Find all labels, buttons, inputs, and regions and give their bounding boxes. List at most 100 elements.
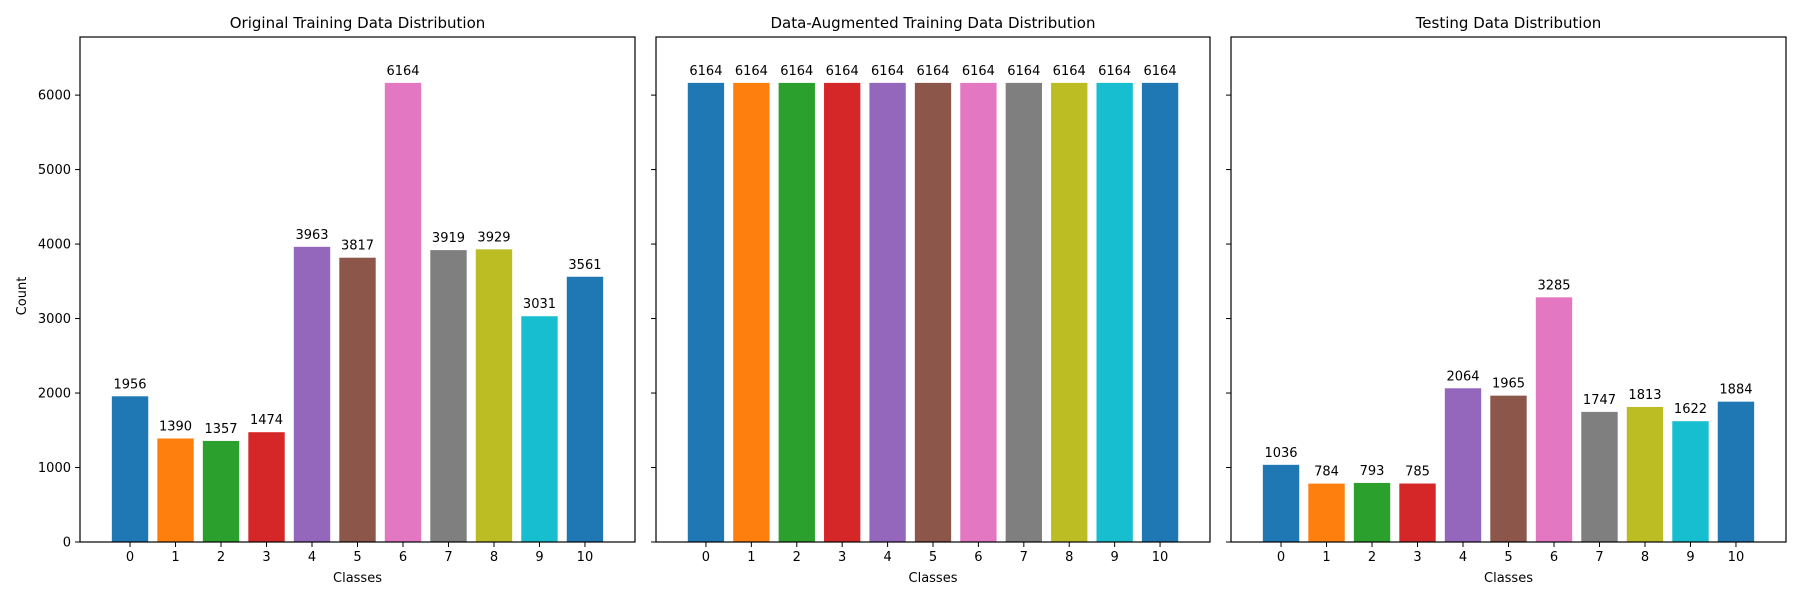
bar-original-class-2 bbox=[202, 440, 240, 542]
data-label-augmented-class-8: 6164 bbox=[1053, 64, 1086, 79]
bar-augmented-class-4 bbox=[869, 82, 906, 542]
x-tick-label-augmented-0: 0 bbox=[702, 550, 710, 565]
bar-testing-class-7 bbox=[1581, 411, 1618, 542]
bar-testing-class-6 bbox=[1535, 297, 1573, 542]
data-label-testing-class-5: 1965 bbox=[1492, 377, 1525, 392]
chart-panel-augmented: Data-Augmented Training Data Distributio… bbox=[651, 14, 1211, 586]
bar-original-class-6 bbox=[384, 82, 422, 542]
data-label-testing-class-3: 785 bbox=[1405, 465, 1430, 480]
bar-augmented-class-6 bbox=[960, 82, 997, 542]
bar-augmented-class-1 bbox=[733, 82, 770, 542]
x-tick-label-testing-10: 10 bbox=[1728, 550, 1745, 565]
data-label-augmented-class-1: 6164 bbox=[735, 64, 768, 79]
x-tick-label-augmented-10: 10 bbox=[1152, 550, 1169, 565]
chart-panel-original: Original Training Data Distribution Clas… bbox=[38, 14, 636, 586]
data-label-testing-class-6: 3285 bbox=[1537, 278, 1570, 293]
bar-augmented-class-2 bbox=[778, 82, 815, 542]
x-tick-label-testing-2: 2 bbox=[1368, 550, 1376, 565]
bar-testing-class-8 bbox=[1626, 406, 1664, 542]
y-tick-label-original-5000: 5000 bbox=[38, 163, 71, 178]
x-tick-label-testing-8: 8 bbox=[1641, 550, 1649, 565]
bar-testing-class-2 bbox=[1353, 482, 1391, 542]
bar-augmented-class-7 bbox=[1005, 82, 1042, 542]
data-label-original-class-10: 3561 bbox=[568, 258, 601, 273]
x-tick-label-augmented-7: 7 bbox=[1020, 550, 1028, 565]
x-tick-label-original-1: 1 bbox=[171, 550, 179, 565]
bar-augmented-class-8 bbox=[1051, 82, 1088, 542]
data-label-testing-class-9: 1622 bbox=[1674, 402, 1707, 417]
bar-original-class-7 bbox=[430, 250, 467, 542]
bar-testing-class-3 bbox=[1399, 483, 1436, 542]
x-tick-label-augmented-2: 2 bbox=[793, 550, 801, 565]
data-label-original-class-7: 3919 bbox=[432, 231, 465, 246]
x-tick-label-original-3: 3 bbox=[262, 550, 270, 565]
x-tick-label-original-7: 7 bbox=[444, 550, 452, 565]
x-tick-label-testing-4: 4 bbox=[1459, 550, 1467, 565]
x-tick-label-original-5: 5 bbox=[353, 550, 361, 565]
y-tick-label-original-1000: 1000 bbox=[38, 461, 71, 476]
data-label-original-class-9: 3031 bbox=[523, 297, 556, 312]
data-label-augmented-class-4: 6164 bbox=[871, 64, 904, 79]
x-axis-label-testing: Classes bbox=[1484, 571, 1533, 586]
axes-frame-testing bbox=[1230, 36, 1787, 543]
x-tick-label-testing-9: 9 bbox=[1686, 550, 1694, 565]
bar-original-class-0 bbox=[111, 396, 149, 542]
bar-original-class-4 bbox=[293, 246, 331, 542]
shared-y-axis-label: Count bbox=[15, 277, 30, 316]
data-label-augmented-class-10: 6164 bbox=[1144, 64, 1177, 79]
data-label-original-class-3: 1474 bbox=[250, 413, 283, 428]
x-axis-label-augmented: Classes bbox=[909, 571, 958, 586]
x-tick-label-testing-6: 6 bbox=[1550, 550, 1558, 565]
data-label-augmented-class-0: 6164 bbox=[689, 64, 722, 79]
x-tick-label-testing-7: 7 bbox=[1595, 550, 1603, 565]
bar-original-class-1 bbox=[157, 438, 194, 542]
x-tick-label-original-10: 10 bbox=[577, 550, 594, 565]
data-label-augmented-class-2: 6164 bbox=[780, 64, 813, 79]
x-tick-label-original-8: 8 bbox=[490, 550, 498, 565]
x-tick-label-original-4: 4 bbox=[308, 550, 316, 565]
axes-frame-augmented bbox=[655, 36, 1211, 543]
bar-original-class-3 bbox=[248, 432, 285, 542]
plot-area-augmented: 6164 6164 6164 6164 6164 6164 6164 6164 6164 6164… bbox=[651, 36, 1211, 565]
data-label-augmented-class-5: 6164 bbox=[916, 64, 949, 79]
y-tick-label-original-6000: 6000 bbox=[38, 89, 71, 104]
data-label-original-class-0: 1956 bbox=[113, 377, 146, 392]
bar-testing-class-10 bbox=[1717, 401, 1755, 542]
x-tick-label-augmented-4: 4 bbox=[883, 550, 891, 565]
data-label-augmented-class-6: 6164 bbox=[962, 64, 995, 79]
data-label-original-class-1: 1390 bbox=[159, 419, 192, 434]
x-tick-label-testing-5: 5 bbox=[1504, 550, 1512, 565]
data-label-testing-class-1: 784 bbox=[1314, 465, 1339, 480]
x-tick-label-testing-0: 0 bbox=[1277, 550, 1285, 565]
bar-original-class-5 bbox=[339, 257, 376, 542]
bar-augmented-class-10 bbox=[1141, 82, 1179, 542]
bar-testing-class-4 bbox=[1444, 388, 1482, 542]
y-tick-label-original-4000: 4000 bbox=[38, 238, 71, 253]
y-tick-label-original-0: 0 bbox=[63, 536, 71, 551]
data-label-original-class-4: 3963 bbox=[295, 228, 328, 243]
data-label-original-class-2: 1357 bbox=[204, 422, 237, 437]
x-tick-label-augmented-8: 8 bbox=[1065, 550, 1073, 565]
bar-augmented-class-5 bbox=[914, 82, 952, 542]
bar-original-class-8 bbox=[475, 249, 513, 542]
bar-augmented-class-3 bbox=[824, 82, 861, 542]
y-tick-label-original-2000: 2000 bbox=[38, 387, 71, 402]
data-label-testing-class-7: 1747 bbox=[1583, 393, 1616, 408]
data-label-augmented-class-3: 6164 bbox=[826, 64, 859, 79]
bar-testing-class-5 bbox=[1490, 395, 1527, 542]
bar-testing-class-1 bbox=[1308, 483, 1345, 542]
data-label-testing-class-10: 1884 bbox=[1719, 383, 1752, 398]
data-label-original-class-8: 3929 bbox=[477, 230, 510, 245]
x-tick-label-augmented-3: 3 bbox=[838, 550, 846, 565]
x-tick-label-augmented-6: 6 bbox=[974, 550, 982, 565]
plot-area-original: 1956 1390 1357 1474 3963 3 8 1 7 6164 3919 3929 3031… bbox=[38, 36, 636, 565]
bar-original-class-10 bbox=[566, 276, 604, 542]
chart-title-testing: Testing Data Distribution bbox=[1415, 14, 1602, 32]
data-label-testing-class-8: 1813 bbox=[1628, 388, 1661, 403]
data-label-original-class-6: 6164 bbox=[386, 64, 419, 79]
x-tick-label-augmented-1: 1 bbox=[747, 550, 755, 565]
x-tick-label-testing-3: 3 bbox=[1413, 550, 1421, 565]
bar-testing-class-0 bbox=[1262, 464, 1300, 542]
